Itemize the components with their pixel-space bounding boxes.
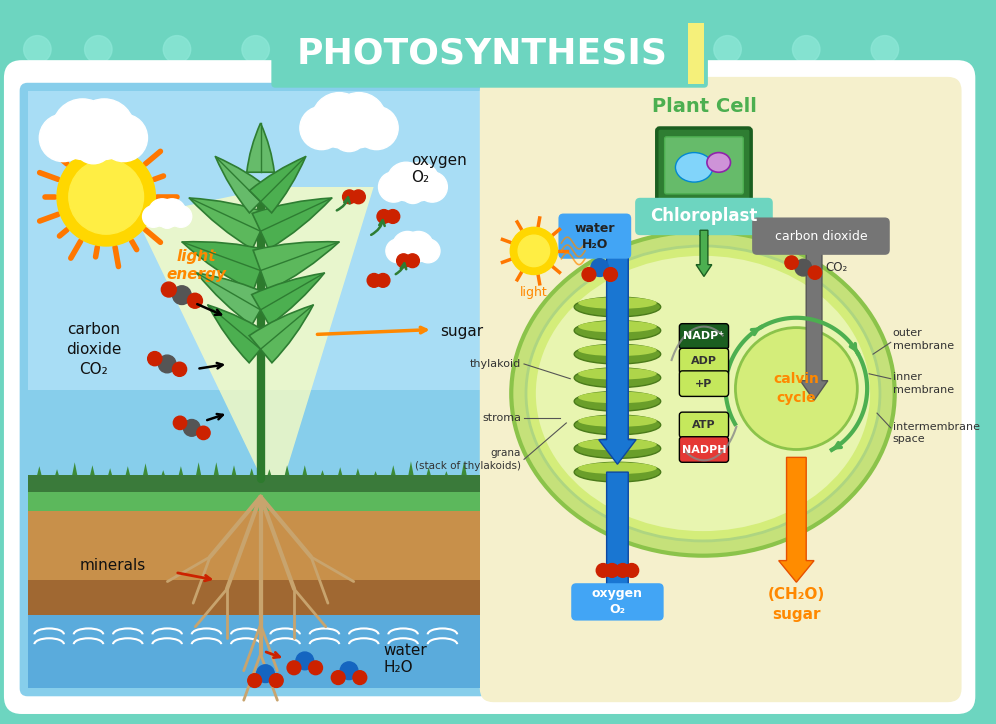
Circle shape	[24, 547, 51, 574]
FancyBboxPatch shape	[752, 217, 889, 255]
Text: carbon dioxide: carbon dioxide	[775, 230, 868, 243]
Circle shape	[624, 563, 638, 577]
Text: light: light	[520, 286, 548, 299]
PathPatch shape	[247, 123, 274, 172]
Circle shape	[161, 282, 176, 297]
Circle shape	[332, 93, 386, 148]
Polygon shape	[337, 467, 344, 482]
Ellipse shape	[574, 463, 660, 482]
Ellipse shape	[574, 415, 660, 434]
Text: calvin
cycle: calvin cycle	[774, 372, 820, 405]
Polygon shape	[28, 511, 480, 689]
Circle shape	[158, 355, 176, 373]
Circle shape	[172, 362, 186, 376]
FancyBboxPatch shape	[679, 324, 728, 349]
Circle shape	[287, 661, 301, 675]
Circle shape	[60, 106, 110, 156]
Text: stroma: stroma	[482, 413, 521, 423]
Text: NADP⁺: NADP⁺	[683, 332, 724, 342]
Circle shape	[197, 426, 210, 439]
Text: ADP: ADP	[691, 356, 717, 366]
Ellipse shape	[578, 297, 656, 309]
Ellipse shape	[574, 321, 660, 340]
Circle shape	[604, 268, 618, 282]
Ellipse shape	[578, 463, 656, 474]
Circle shape	[928, 547, 955, 574]
Circle shape	[173, 416, 186, 429]
Circle shape	[396, 254, 410, 268]
Circle shape	[24, 153, 51, 181]
Circle shape	[24, 75, 51, 102]
Ellipse shape	[574, 439, 660, 458]
Polygon shape	[442, 471, 450, 482]
Circle shape	[392, 232, 422, 261]
Text: light
energy: light energy	[166, 250, 227, 282]
Circle shape	[714, 35, 741, 63]
Circle shape	[147, 352, 161, 366]
Polygon shape	[230, 466, 238, 482]
Polygon shape	[688, 22, 704, 84]
Circle shape	[403, 232, 433, 261]
PathPatch shape	[182, 242, 268, 291]
Ellipse shape	[526, 246, 879, 541]
Polygon shape	[28, 615, 480, 689]
Circle shape	[417, 172, 447, 202]
Circle shape	[74, 125, 113, 164]
FancyBboxPatch shape	[20, 83, 488, 696]
FancyBboxPatch shape	[271, 19, 708, 88]
Circle shape	[518, 235, 550, 266]
Circle shape	[148, 199, 176, 227]
FancyBboxPatch shape	[635, 198, 773, 235]
FancyBboxPatch shape	[559, 214, 631, 258]
Text: water
H₂O: water H₂O	[575, 222, 616, 251]
Text: sugar: sugar	[440, 324, 484, 339]
Circle shape	[343, 190, 357, 203]
Circle shape	[78, 127, 110, 159]
Circle shape	[399, 35, 426, 63]
Polygon shape	[407, 461, 415, 482]
FancyBboxPatch shape	[480, 77, 961, 702]
FancyArrow shape	[696, 230, 712, 277]
Circle shape	[557, 35, 584, 63]
Polygon shape	[28, 580, 480, 689]
Circle shape	[416, 239, 440, 263]
Circle shape	[158, 211, 176, 228]
Circle shape	[928, 153, 955, 181]
Circle shape	[735, 327, 858, 450]
Circle shape	[99, 118, 137, 157]
PathPatch shape	[196, 273, 269, 325]
Polygon shape	[266, 469, 273, 482]
Polygon shape	[283, 466, 291, 482]
Circle shape	[403, 245, 422, 264]
Ellipse shape	[578, 439, 656, 450]
Circle shape	[24, 35, 51, 63]
Text: (CH₂O)
sugar: (CH₂O) sugar	[768, 587, 825, 622]
Circle shape	[352, 190, 366, 203]
Text: minerals: minerals	[80, 558, 146, 573]
Text: Plant Cell: Plant Cell	[651, 97, 756, 116]
Polygon shape	[89, 466, 97, 482]
Circle shape	[510, 227, 558, 274]
Ellipse shape	[578, 415, 656, 427]
Text: thylakoid: thylakoid	[470, 359, 521, 369]
Circle shape	[158, 199, 186, 227]
Text: inner
membrane: inner membrane	[892, 372, 954, 395]
Circle shape	[385, 210, 399, 224]
FancyArrow shape	[599, 258, 636, 464]
Text: water
H₂O: water H₂O	[383, 643, 427, 675]
FancyArrow shape	[801, 253, 828, 400]
Polygon shape	[424, 467, 432, 482]
Circle shape	[368, 274, 380, 287]
Polygon shape	[28, 475, 480, 492]
PathPatch shape	[215, 156, 272, 213]
Circle shape	[332, 670, 345, 684]
Circle shape	[928, 232, 955, 260]
Circle shape	[635, 35, 662, 63]
Circle shape	[170, 206, 191, 227]
Circle shape	[341, 662, 358, 680]
Polygon shape	[71, 463, 79, 482]
Ellipse shape	[578, 345, 656, 356]
Circle shape	[355, 106, 398, 150]
Ellipse shape	[574, 368, 660, 387]
